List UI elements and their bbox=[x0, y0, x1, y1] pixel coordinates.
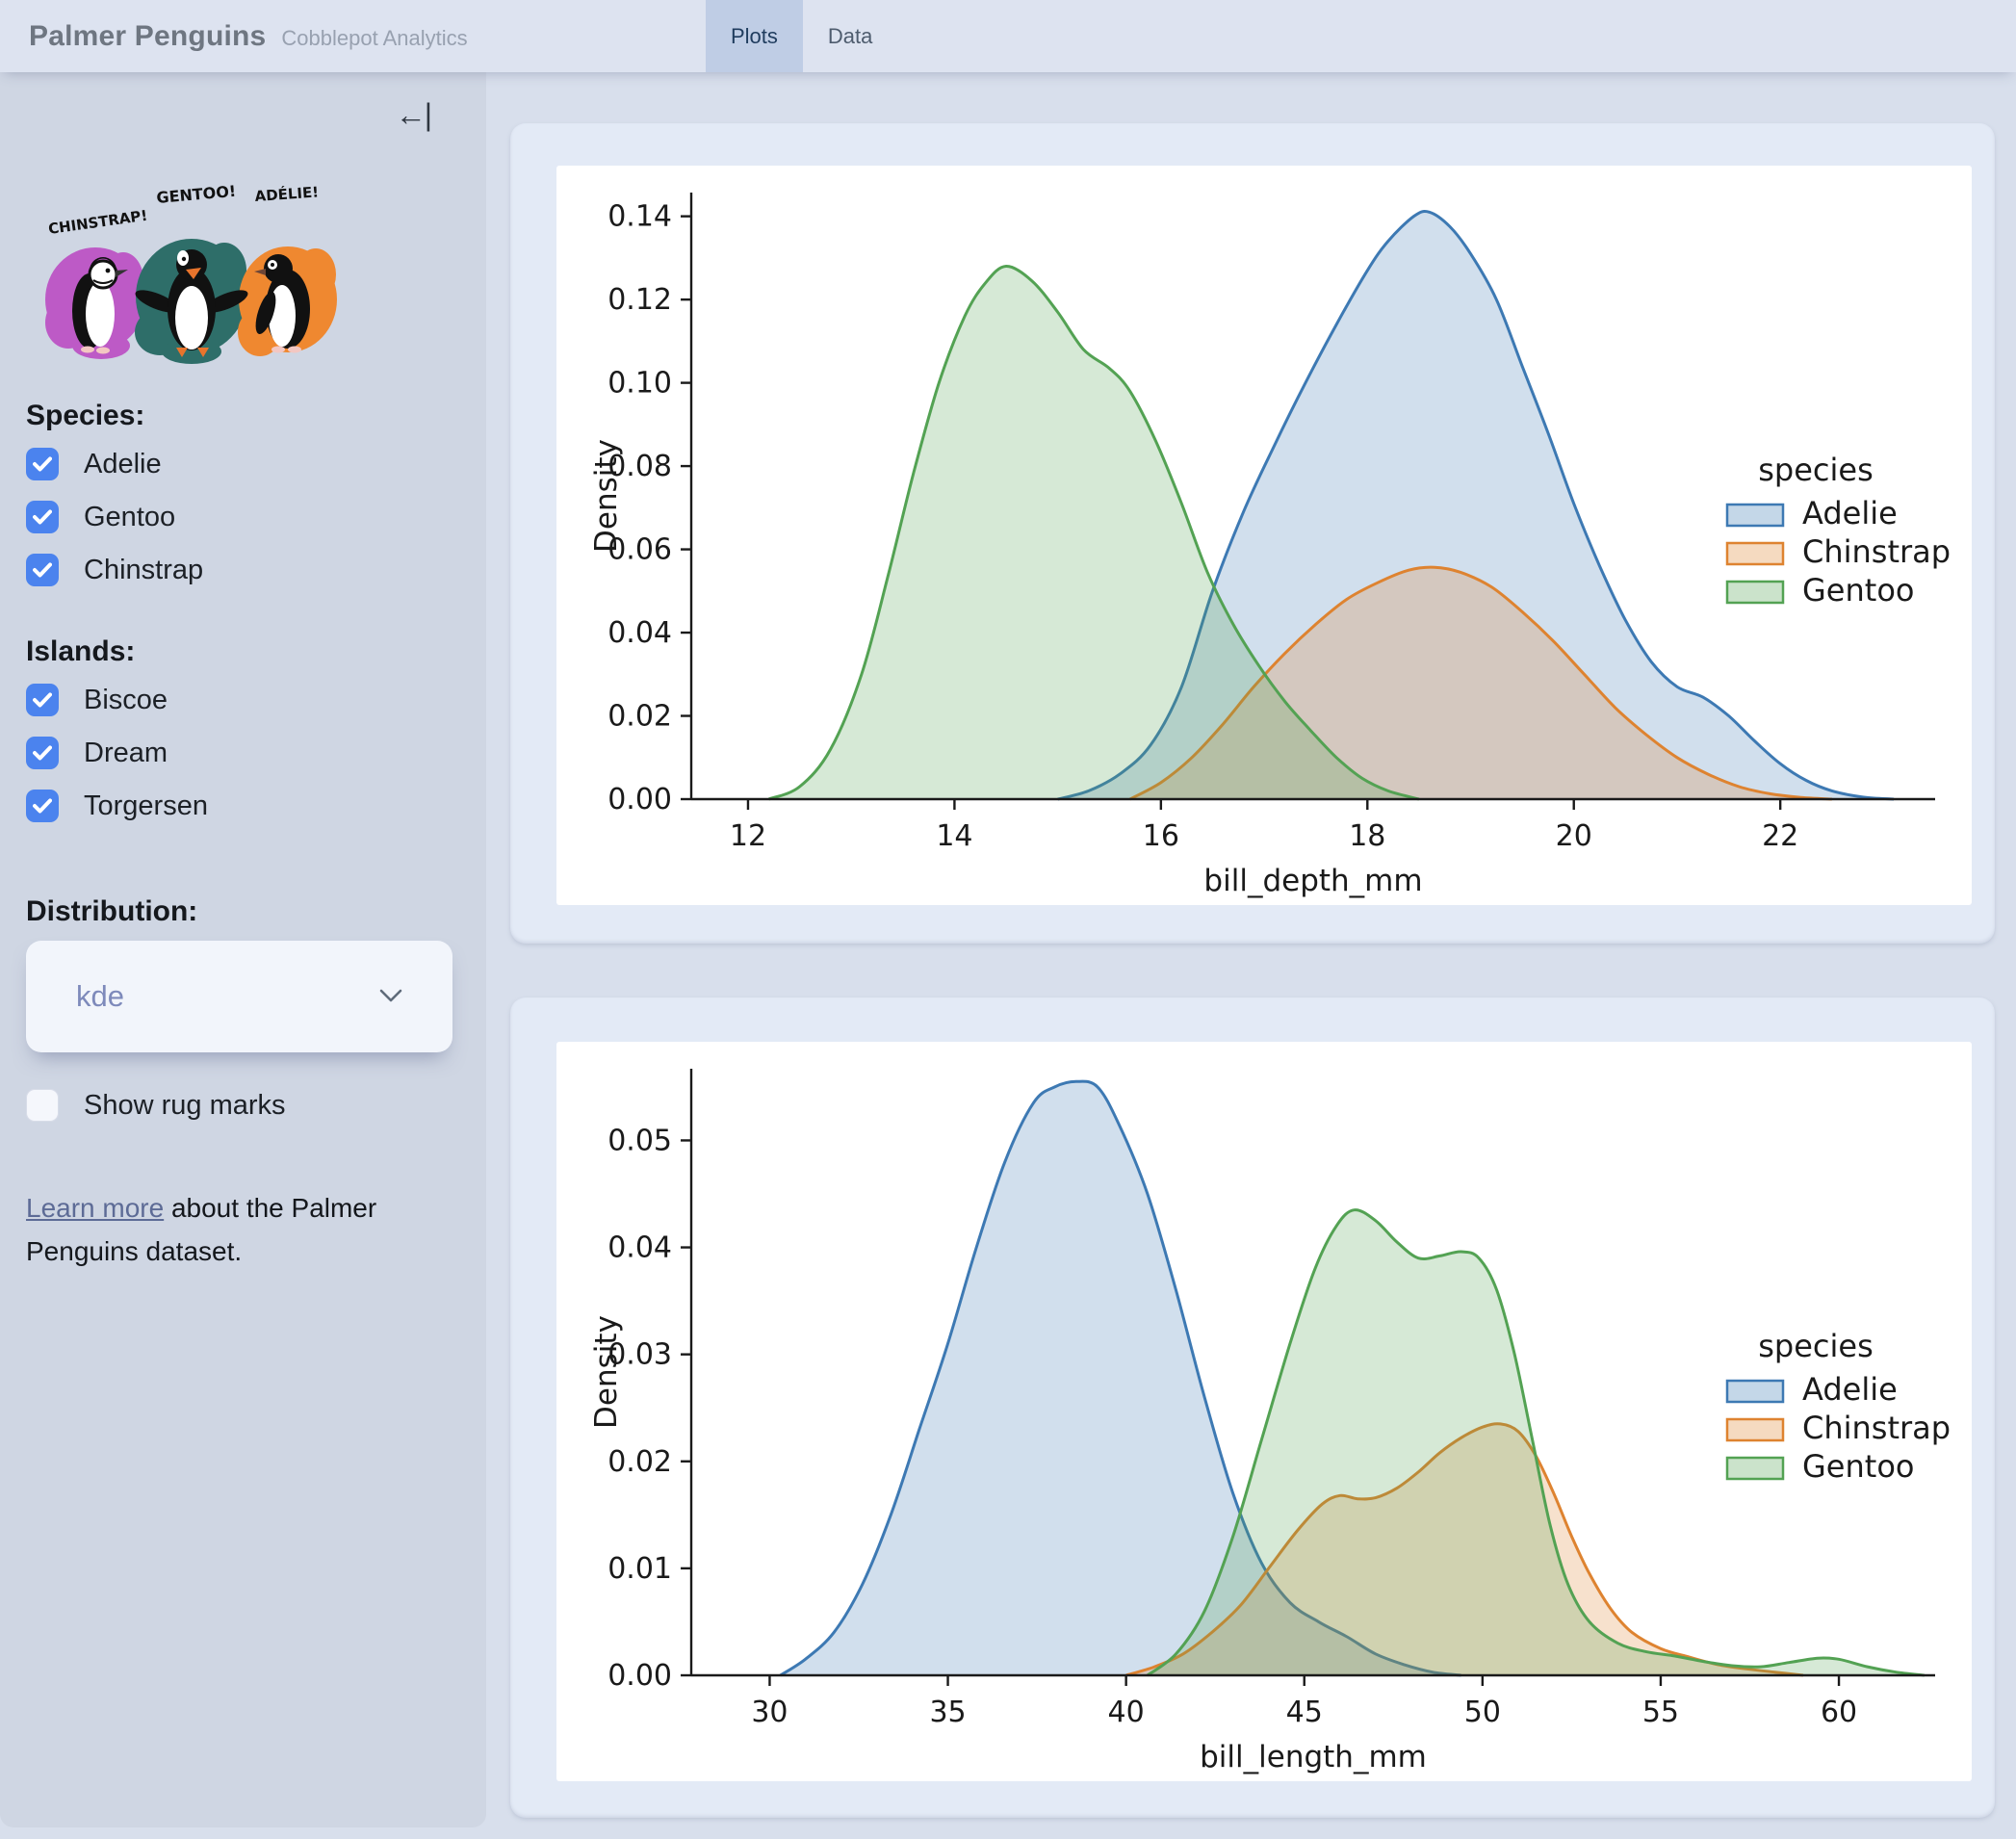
app-title: Palmer Penguins bbox=[29, 19, 267, 52]
chinstrap-penguin bbox=[72, 257, 128, 354]
svg-text:18: 18 bbox=[1349, 819, 1385, 853]
svg-text:0.02: 0.02 bbox=[607, 700, 672, 734]
island-option-torgersen: Torgersen bbox=[26, 787, 208, 825]
svg-text:Chinstrap: Chinstrap bbox=[1802, 533, 1951, 570]
app-subtitle: Cobblepot Analytics bbox=[281, 25, 468, 50]
svg-text:Gentoo: Gentoo bbox=[1802, 572, 1914, 609]
gentoo-penguin bbox=[135, 249, 248, 357]
chevron-down-icon bbox=[379, 989, 402, 1002]
bill-length-chart: 30 35 40 45 50 55 60 0.00 0.01 0.02 0.03 0.04 0.05 bi… bbox=[556, 1042, 1972, 1781]
svg-text:0.03: 0.03 bbox=[607, 1338, 672, 1372]
species-section-label: Species: bbox=[26, 400, 145, 431]
svg-text:0.08: 0.08 bbox=[607, 450, 672, 483]
checkbox-adelie-label[interactable]: Adelie bbox=[84, 448, 162, 479]
check-icon bbox=[33, 456, 52, 472]
svg-text:species: species bbox=[1758, 452, 1874, 488]
svg-text:30: 30 bbox=[751, 1696, 788, 1729]
sidebar: ←| bbox=[0, 72, 486, 1827]
svg-text:16: 16 bbox=[1143, 819, 1179, 853]
svg-text:0.05: 0.05 bbox=[607, 1124, 672, 1157]
check-icon bbox=[33, 745, 52, 761]
tab-plots[interactable]: Plots bbox=[706, 0, 803, 72]
svg-text:Density: Density bbox=[589, 1315, 624, 1429]
checkbox-adelie[interactable] bbox=[26, 448, 59, 480]
check-icon bbox=[33, 562, 52, 578]
adelie-art-label: ADÉLIE! bbox=[254, 182, 320, 205]
svg-text:0.04: 0.04 bbox=[607, 1231, 672, 1265]
svg-text:60: 60 bbox=[1821, 1696, 1857, 1729]
svg-text:0.00: 0.00 bbox=[607, 783, 672, 816]
svg-text:40: 40 bbox=[1108, 1696, 1145, 1729]
checkbox-dream-label[interactable]: Dream bbox=[84, 737, 168, 768]
svg-text:0.00: 0.00 bbox=[607, 1659, 672, 1693]
distribution-value: kde bbox=[76, 979, 124, 1013]
svg-text:55: 55 bbox=[1642, 1696, 1679, 1729]
check-icon bbox=[33, 692, 52, 708]
nav-tabs: Plots Data bbox=[706, 0, 897, 72]
svg-text:0.02: 0.02 bbox=[607, 1445, 672, 1479]
checkbox-biscoe[interactable] bbox=[26, 684, 59, 716]
svg-text:45: 45 bbox=[1286, 1696, 1323, 1729]
chinstrap-art-label: CHINSTRAP! bbox=[47, 207, 148, 238]
penguins-artwork: CHINSTRAP! GENTOO! ADÉLIE! bbox=[45, 182, 337, 364]
bill-depth-chart: 12 14 16 18 20 22 0.00 0.02 0.04 0.06 0.08 0.10 0.12… bbox=[556, 166, 1972, 905]
island-option-dream: Dream bbox=[26, 734, 168, 772]
svg-text:0.12: 0.12 bbox=[607, 283, 672, 317]
distribution-select[interactable]: kde bbox=[26, 941, 452, 1052]
species-option-gentoo: Gentoo bbox=[26, 498, 175, 536]
learn-more-rest: about the Palmer Penguins dataset. bbox=[26, 1193, 377, 1266]
gentoo-art-label: GENTOO! bbox=[156, 182, 237, 207]
title-wrap: Palmer Penguins Cobblepot Analytics bbox=[29, 20, 468, 53]
svg-text:12: 12 bbox=[730, 819, 766, 853]
species-option-adelie: Adelie bbox=[26, 445, 162, 483]
collapse-left-icon: ←| bbox=[395, 97, 432, 132]
svg-text:0.06: 0.06 bbox=[607, 533, 672, 567]
checkbox-biscoe-label[interactable]: Biscoe bbox=[84, 684, 168, 715]
checkbox-chinstrap-label[interactable]: Chinstrap bbox=[84, 554, 204, 585]
check-icon bbox=[33, 509, 52, 525]
svg-text:Gentoo: Gentoo bbox=[1802, 1448, 1914, 1485]
checkbox-gentoo-label[interactable]: Gentoo bbox=[84, 501, 176, 532]
svg-text:0.01: 0.01 bbox=[607, 1552, 672, 1586]
svg-text:0.14: 0.14 bbox=[607, 200, 672, 234]
tab-data[interactable]: Data bbox=[827, 23, 873, 48]
svg-text:species: species bbox=[1758, 1328, 1874, 1364]
svg-text:14: 14 bbox=[936, 819, 972, 853]
check-icon bbox=[33, 798, 52, 814]
svg-text:Adelie: Adelie bbox=[1802, 1371, 1898, 1408]
sidebar-collapse-button[interactable]: ←| bbox=[395, 97, 432, 132]
svg-text:bill_depth_mm: bill_depth_mm bbox=[1203, 864, 1422, 898]
app-header: Palmer Penguins Cobblepot Analytics Plot… bbox=[0, 0, 2016, 72]
islands-section-label: Islands: bbox=[26, 635, 136, 667]
svg-text:bill_length_mm: bill_length_mm bbox=[1200, 1740, 1427, 1774]
checkbox-dream[interactable] bbox=[26, 737, 59, 769]
learn-more-link[interactable]: Learn more bbox=[26, 1193, 165, 1223]
svg-text:0.10: 0.10 bbox=[607, 367, 672, 401]
rug-checkbox[interactable] bbox=[26, 1089, 59, 1122]
svg-text:Adelie: Adelie bbox=[1802, 495, 1898, 531]
rug-label[interactable]: Show rug marks bbox=[84, 1089, 286, 1121]
distribution-label: Distribution: bbox=[26, 895, 198, 927]
svg-text:50: 50 bbox=[1464, 1696, 1501, 1729]
svg-text:35: 35 bbox=[929, 1696, 966, 1729]
checkbox-gentoo[interactable] bbox=[26, 501, 59, 533]
svg-text:22: 22 bbox=[1762, 819, 1798, 853]
checkbox-chinstrap[interactable] bbox=[26, 554, 59, 586]
svg-text:Density: Density bbox=[589, 439, 624, 553]
island-option-biscoe: Biscoe bbox=[26, 681, 168, 719]
svg-text:0.04: 0.04 bbox=[607, 616, 672, 650]
checkbox-torgersen-label[interactable]: Torgersen bbox=[84, 790, 208, 821]
adelie-penguin bbox=[254, 254, 310, 353]
svg-text:20: 20 bbox=[1556, 819, 1592, 853]
learn-more-text: Learn more about the Palmer Penguins dat… bbox=[26, 1187, 403, 1274]
svg-text:Chinstrap: Chinstrap bbox=[1802, 1410, 1951, 1446]
checkbox-torgersen[interactable] bbox=[26, 790, 59, 822]
rug-option: Show rug marks bbox=[26, 1086, 286, 1125]
species-option-chinstrap: Chinstrap bbox=[26, 551, 203, 589]
